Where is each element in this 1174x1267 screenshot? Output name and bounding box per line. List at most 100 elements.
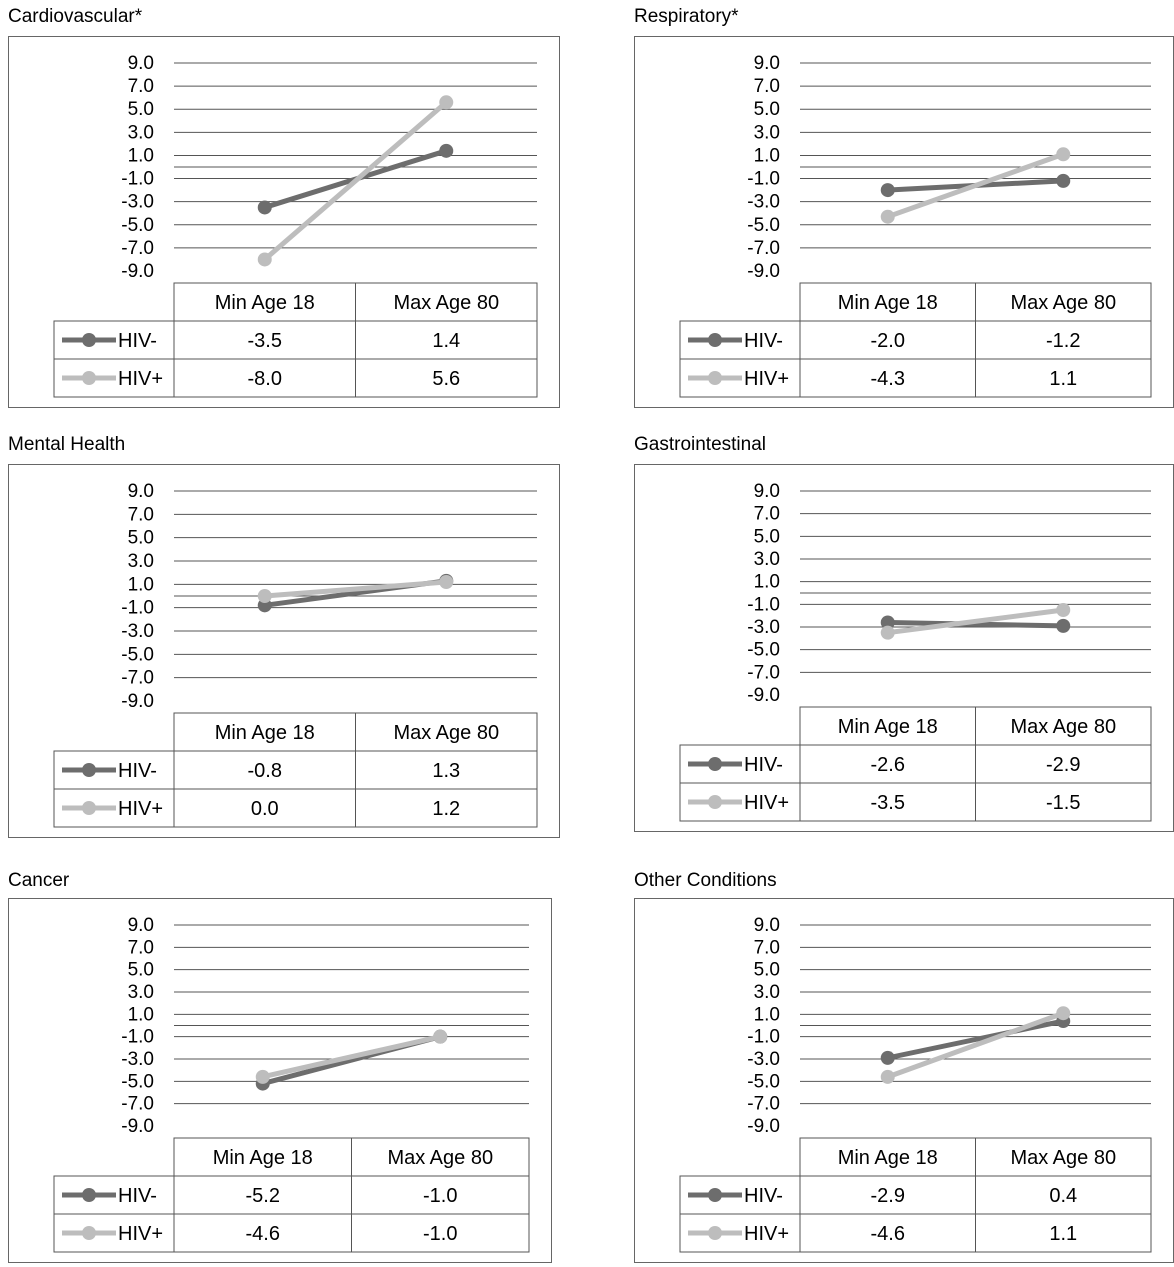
y-tick-label: -5.0 (747, 1071, 780, 1092)
y-tick-label: 7.0 (754, 504, 780, 525)
table-value: -2.0 (871, 330, 905, 352)
y-tick-label: -1.0 (747, 594, 780, 615)
data-point (257, 200, 272, 215)
table-value: -5.2 (246, 1185, 280, 1207)
table-value: 1.4 (432, 330, 460, 352)
y-tick-label: 1.0 (754, 145, 780, 166)
panel-title: Mental Health (8, 434, 126, 455)
y-tick-label: 1.0 (754, 1004, 780, 1025)
y-tick-label: -3.0 (121, 1049, 154, 1070)
y-tick-label: -3.0 (747, 1049, 780, 1070)
data-point (880, 625, 895, 640)
legend-marker (82, 1188, 96, 1202)
series-line (263, 100, 448, 262)
category-header: Max Age 80 (1010, 292, 1116, 314)
y-tick-label: 5.0 (754, 960, 780, 981)
y-tick-label: -5.0 (121, 644, 154, 665)
legend-marker (708, 371, 722, 385)
panel-title: Cardiovascular* (8, 6, 143, 27)
data-point (880, 209, 895, 224)
legend-label: HIV- (744, 330, 783, 352)
legend-label: HIV+ (118, 368, 163, 390)
data-point (880, 1050, 895, 1065)
category-header: Max Age 80 (393, 292, 499, 314)
y-tick-label: 3.0 (754, 982, 780, 1003)
legend-marker (708, 333, 722, 347)
chart-frame: 9.0 7.0 5.0 3.0 1.0 -1.0 -3.0 -5.0 -7.0 -9.0 Min A… (8, 898, 552, 1263)
y-tick-label: -9.0 (121, 1116, 154, 1137)
y-tick-label: 7.0 (754, 76, 780, 97)
table-value: -2.9 (871, 1185, 905, 1207)
y-tick-label: 7.0 (754, 937, 780, 958)
y-tick-label: -7.0 (747, 1094, 780, 1115)
table-value: 1.2 (432, 798, 460, 820)
y-tick-label: 3.0 (754, 549, 780, 570)
category-header: Min Age 18 (213, 1147, 313, 1169)
y-tick-label: 1.0 (128, 1004, 154, 1025)
y-tick-label: -7.0 (747, 662, 780, 683)
y-tick-label: -9.0 (121, 691, 154, 712)
series-line (886, 1010, 1065, 1080)
data-point (880, 183, 895, 198)
y-tick-label: -3.0 (747, 192, 780, 213)
y-tick-label: 3.0 (754, 122, 780, 143)
data-point (1056, 147, 1071, 162)
y-tick-label: 5.0 (128, 528, 154, 549)
y-tick-label: 9.0 (128, 481, 154, 502)
data-point (433, 1029, 448, 1044)
legend-marker (82, 371, 96, 385)
legend-label: HIV+ (744, 1223, 789, 1245)
category-header: Min Age 18 (838, 1147, 938, 1169)
y-tick-label: 7.0 (128, 76, 154, 97)
y-tick-label: -1.0 (747, 169, 780, 190)
chart-frame: 9.0 7.0 5.0 3.0 1.0 -1.0 -3.0 -5.0 -7.0 -9.0 Min A… (634, 36, 1174, 408)
table-value: -4.6 (246, 1223, 280, 1245)
table-value: -2.6 (871, 754, 905, 776)
category-header: Max Age 80 (1010, 1147, 1116, 1169)
y-tick-label: -1.0 (121, 169, 154, 190)
legend-label: HIV+ (118, 798, 163, 820)
legend-marker (708, 1188, 722, 1202)
legend-marker (82, 763, 96, 777)
series-line (886, 151, 1065, 220)
data-point (1056, 173, 1071, 188)
data-point (255, 1069, 270, 1084)
data-table: Min Age 18 Max Age 80 HIV- -2.9 0.4 HIV+ -4.6 1… (679, 1137, 1152, 1253)
y-tick-label: -3.0 (747, 617, 780, 638)
table-value: -1.5 (1046, 792, 1080, 814)
legend-label: HIV- (118, 1185, 157, 1207)
y-tick-label: 9.0 (128, 915, 154, 936)
y-tick-label: 7.0 (128, 504, 154, 525)
series-line (262, 1034, 441, 1080)
y-tick-label: 5.0 (754, 526, 780, 547)
series-line (887, 607, 1064, 636)
table-value: 1.3 (432, 760, 460, 782)
chart-frame: 9.0 7.0 5.0 3.0 1.0 -1.0 -3.0 -5.0 -7.0 -9.0 Min A… (634, 464, 1174, 832)
y-tick-label: 1.0 (128, 574, 154, 595)
category-header: Min Age 18 (215, 292, 315, 314)
data-point (880, 1069, 895, 1084)
y-tick-label: -7.0 (121, 668, 154, 689)
y-tick-label: -9.0 (747, 261, 780, 282)
table-value: -4.6 (871, 1223, 905, 1245)
category-header: Min Age 18 (838, 292, 938, 314)
data-table: Min Age 18 Max Age 80 HIV- -3.5 1.4 HIV+ -8.0 5… (53, 282, 538, 398)
table-value: 5.6 (432, 368, 460, 390)
y-tick-label: -1.0 (121, 598, 154, 619)
y-tick-label: -9.0 (747, 685, 780, 706)
category-header: Min Age 18 (838, 716, 938, 738)
data-table: Min Age 18 Max Age 80 HIV- -0.8 1.3 HIV+ 0.0 1.… (53, 712, 538, 828)
y-tick-label: -5.0 (747, 215, 780, 236)
y-tick-label: 9.0 (754, 481, 780, 502)
data-point (439, 575, 454, 589)
y-tick-label: -7.0 (121, 238, 154, 259)
legend-label: HIV- (744, 1185, 783, 1207)
series-line (887, 1018, 1064, 1061)
y-tick-label: 7.0 (128, 937, 154, 958)
table-value: -1.0 (423, 1223, 457, 1245)
data-table: Min Age 18 Max Age 80 HIV- -2.0 -1.2 HIV+ -4.3… (679, 282, 1152, 398)
category-header: Max Age 80 (393, 722, 499, 744)
